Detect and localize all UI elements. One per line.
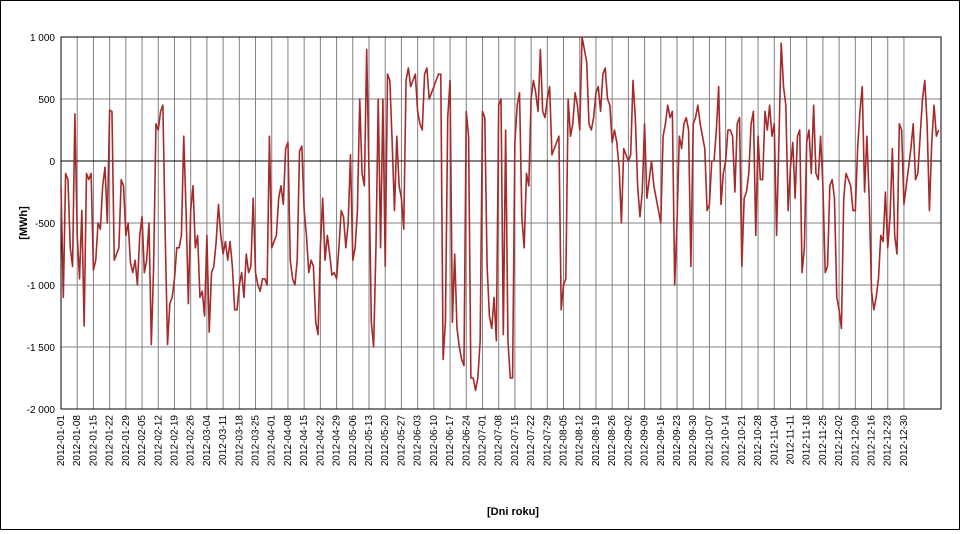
x-tick-label: 2012-09-16 [656, 415, 667, 467]
x-tick-label: 2012-10-07 [704, 415, 715, 467]
x-tick-label: 2012-11-04 [769, 415, 780, 466]
y-tick-label: 500 [38, 95, 55, 106]
x-tick-label: 2012-09-02 [623, 415, 634, 467]
x-tick-label: 2012-06-17 [445, 415, 456, 467]
x-tick-label: 2012-06-24 [461, 415, 472, 467]
x-tick-label: 2012-08-26 [607, 415, 618, 467]
x-tick-label: 2012-11-25 [818, 415, 829, 466]
x-tick-label: 2012-12-23 [883, 415, 894, 467]
series-group [60, 36, 940, 392]
x-tick-label: 2012-01-01 [56, 415, 67, 467]
x-axis-label: [Dni roku] [487, 506, 539, 518]
x-tick-label: 2012-10-21 [737, 415, 748, 467]
x-tick-label: 2012-12-16 [867, 415, 878, 467]
x-tick-label: 2012-05-13 [364, 415, 375, 467]
x-tick-label: 2012-12-30 [899, 415, 910, 467]
x-tick-label: 2012-04-22 [315, 415, 326, 467]
y-tick-label: -1 500 [27, 343, 56, 354]
x-tick-label: 2012-07-01 [477, 415, 488, 467]
x-tick-label: 2012-08-12 [575, 415, 586, 467]
x-tick-label: 2012-08-05 [559, 415, 570, 467]
x-tick-label: 2012-05-06 [348, 415, 359, 467]
x-tick-label: 2012-12-09 [850, 415, 861, 467]
x-tick-label: 2012-04-29 [332, 415, 343, 467]
x-tick-label: 2012-07-22 [526, 415, 537, 467]
y-tick-label: -500 [35, 219, 55, 230]
x-tick-label: 2012-10-28 [753, 415, 764, 467]
series-line [60, 36, 940, 392]
x-tick-label: 2012-04-15 [299, 415, 310, 467]
x-tick-label: 2012-02-05 [137, 415, 148, 467]
x-tick-label: 2012-12-02 [834, 415, 845, 467]
x-tick-label: 2012-01-08 [72, 415, 83, 467]
x-tick-label: 2012-08-19 [591, 415, 602, 467]
x-tick-label: 2012-11-18 [802, 415, 813, 466]
y-axis-label: [MWh] [18, 206, 30, 240]
x-tick-label: 2012-10-14 [721, 415, 732, 467]
x-tick-label: 2012-02-12 [153, 415, 164, 467]
x-tick-label: 2012-03-11 [218, 415, 229, 466]
x-tick-label: 2012-03-18 [234, 415, 245, 467]
x-tick-label: 2012-09-09 [640, 415, 651, 467]
x-tick-label: 2012-09-30 [688, 415, 699, 467]
x-tick-label: 2012-01-29 [121, 415, 132, 467]
x-tick-label: 2012-07-08 [494, 415, 505, 467]
x-tick-label: 2012-01-22 [105, 415, 116, 467]
x-tick-label: 2012-03-04 [202, 415, 213, 467]
grid [60, 36, 941, 410]
x-tick-label: 2012-07-15 [510, 415, 521, 467]
x-tick-labels: 2012-01-01 2012-01-08 2012-01-15 2012-01-22… [56, 415, 910, 467]
x-tick-label: 2012-05-20 [380, 415, 391, 467]
y-tick-label: -1 000 [27, 281, 56, 292]
y-tick-label: 0 [49, 157, 55, 168]
y-tick-label: 1 000 [30, 33, 55, 44]
x-tick-label: 2012-03-25 [251, 415, 262, 467]
x-tick-label: 2012-05-27 [396, 415, 407, 467]
x-tick-label: 2012-04-01 [267, 415, 278, 467]
x-tick-label: 2012-06-03 [413, 415, 424, 467]
y-tick-labels: 1 000 500 0 -500 -1 000 -1 500 -2 000 [27, 33, 56, 416]
x-tick-label: 2012-07-29 [542, 415, 553, 467]
x-tick-label: 2012-02-26 [186, 415, 197, 467]
x-tick-label: 2012-11-11 [785, 415, 796, 465]
x-tick-label: 2012-01-15 [88, 415, 99, 467]
x-tick-label: 2012-04-08 [283, 415, 294, 467]
x-tick-label: 2012-06-10 [429, 415, 440, 467]
x-tick-label: 2012-09-23 [672, 415, 683, 467]
x-tick-label: 2012-02-19 [169, 415, 180, 467]
y-tick-label: -2 000 [27, 405, 56, 416]
